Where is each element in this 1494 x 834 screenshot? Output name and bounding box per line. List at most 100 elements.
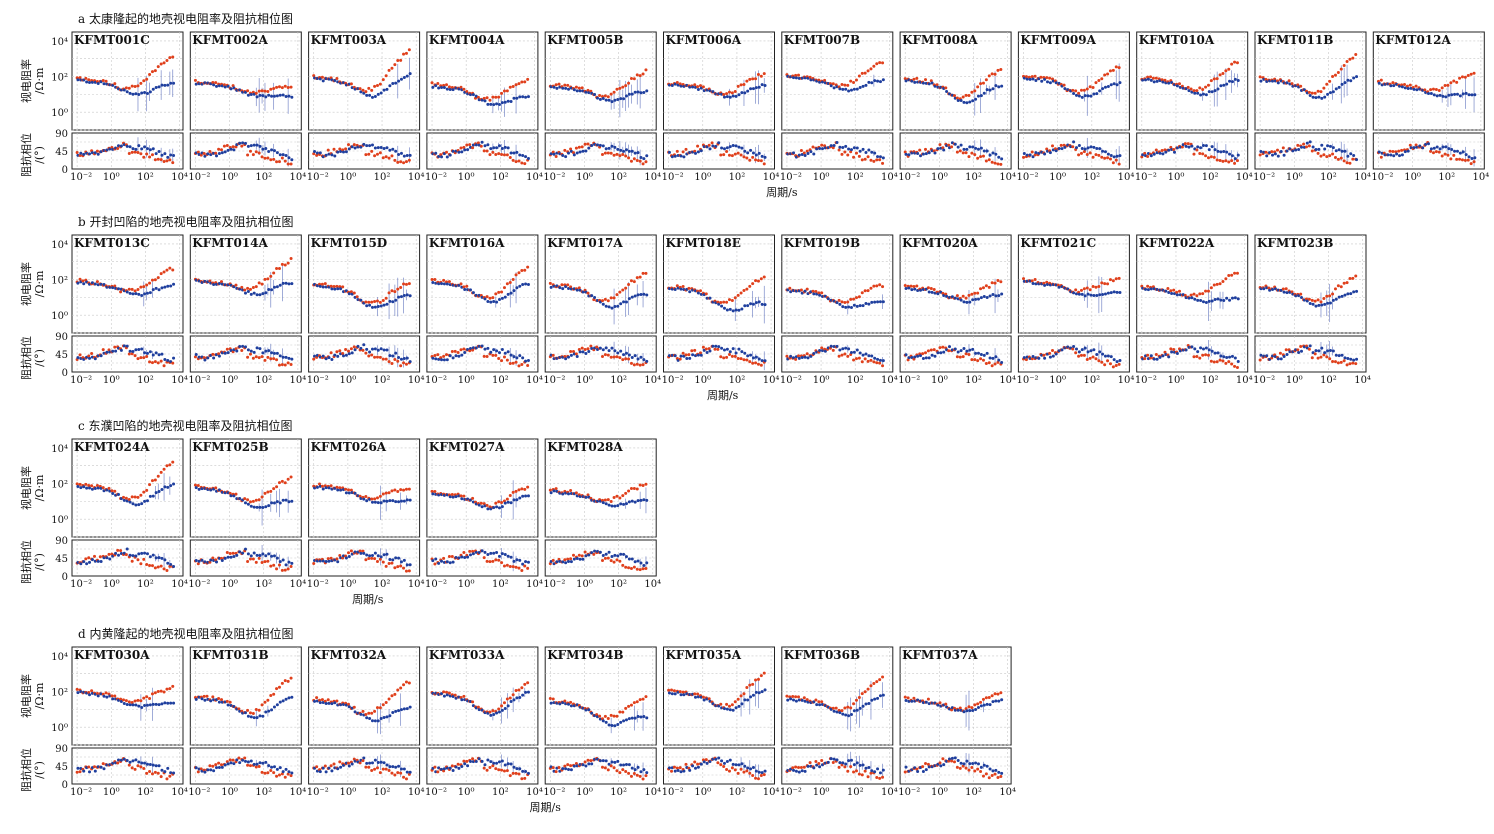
phase-xy-point [145,355,149,359]
rho-xy-point [156,689,160,693]
phase-yx-point [1236,359,1240,363]
rho-yx-point [749,87,753,91]
phase-xy-point [165,569,169,573]
phase-yx-point [743,351,747,355]
rho-xy-point [557,82,561,86]
rho-yx-point [861,84,865,88]
phase-xy-point [1169,347,1173,351]
rho-xy-point [1189,293,1193,297]
phase-yx-point [278,153,282,157]
phase-yx-point [229,555,233,559]
phase-yx-point [924,356,928,360]
phase-xy-point [1097,153,1101,157]
rho-xy-point [843,301,847,305]
phase-yx-point [119,144,123,148]
rho-xy-point [600,299,604,303]
rho-yx-point [122,88,126,92]
phase-xy-point [950,145,954,149]
phase-yx-point [76,766,80,770]
rho-yx-point [1092,293,1096,297]
phase-xy-point [973,153,977,157]
phase-xy-point [612,560,616,564]
phase-yx-point [876,357,880,361]
rho-yx-point [278,501,282,505]
rho-yx-point [1103,85,1107,89]
rho-xy-point [260,495,264,499]
phase-xy-point [136,150,140,154]
rho-xy-point [1339,67,1343,71]
phase-yx-point [760,359,764,363]
rho-yx-point [642,292,646,296]
rho-xy-point [987,74,991,78]
phase-yx-point [261,552,265,556]
phase-yx-point [962,147,966,151]
rho-xy-point [1319,300,1323,304]
rho-xy-point [1218,282,1222,286]
phase-yx-point [466,555,470,559]
phase-xy-point [748,360,752,364]
rho-yx-point [1106,85,1110,89]
phase-xy-point [644,160,648,164]
rho-yx-point [154,286,158,290]
phase-yx-point [99,354,103,358]
rho-yx-point [1046,80,1050,84]
rho-yx-point [394,500,398,504]
phase-yx-point [270,351,274,355]
period-tick-label: 10⁰ [103,579,120,590]
rho-yx-point [131,502,135,506]
rho-yx-point [1175,84,1179,88]
section-title: a 太康隆起的地壳视电阻率及阻抗相位图 [78,11,293,26]
phase-xy-point [733,152,737,156]
rho-yx-point [1311,95,1315,99]
phase-yx-point [878,358,882,362]
rho-yx-point [408,72,412,76]
phase-tick-label: 90 [55,536,68,547]
phase-yx-point [1210,349,1214,353]
phase-xy-point [494,558,498,562]
rho-yx-point [336,80,340,84]
phase-yx-point [619,349,623,353]
rho-xy-point [1452,79,1456,83]
phase-yx-point [953,142,957,146]
phase-xy-point [358,549,362,553]
phase-xy-point [1218,358,1222,362]
period-tick-label: 10⁻² [898,172,920,183]
rho-yx-point [558,286,562,290]
phase-xy-point [1192,152,1196,156]
rho-yx-point [1089,293,1093,297]
phase-xy-point [459,146,463,150]
phase-xy-point [1333,360,1337,364]
rho-yx-point [1228,298,1232,302]
rho-yx-point [284,281,288,285]
phase-yx-point [861,353,865,357]
rho-yx-point [489,102,493,106]
phase-xy-point [1322,353,1326,357]
rho-xy-point [964,296,968,300]
rho-yx-point [1098,293,1102,297]
phase-yx-point [867,148,871,152]
phase-yx-point [324,357,328,361]
phase-yx-point [696,150,700,154]
rho-yx-point [607,98,611,102]
phase-yx-point [232,555,236,559]
phase-yx-point [921,356,925,360]
rho-tick-label: 10² [51,480,68,491]
rho-xy-point [1348,57,1352,61]
rho-xy-point [505,497,509,501]
rho-yx-point [440,85,444,89]
rho-yx-point [1118,291,1122,295]
phase-yx-point [82,769,86,773]
rho-xy-point [90,484,94,488]
phase-xy-point [1379,155,1383,159]
rho-yx-point [601,501,605,505]
phase-xy-point [1071,145,1075,149]
phase-yx-point [919,354,923,358]
period-tick-label: 10² [1083,375,1100,386]
rho-yx-point [468,93,472,97]
phase-yx-point [93,769,97,773]
phase-yx-point [1048,355,1052,359]
rho-yx-point [630,295,634,299]
rho-yx-point [1236,78,1240,82]
period-tick-label: 10⁻² [425,579,447,590]
